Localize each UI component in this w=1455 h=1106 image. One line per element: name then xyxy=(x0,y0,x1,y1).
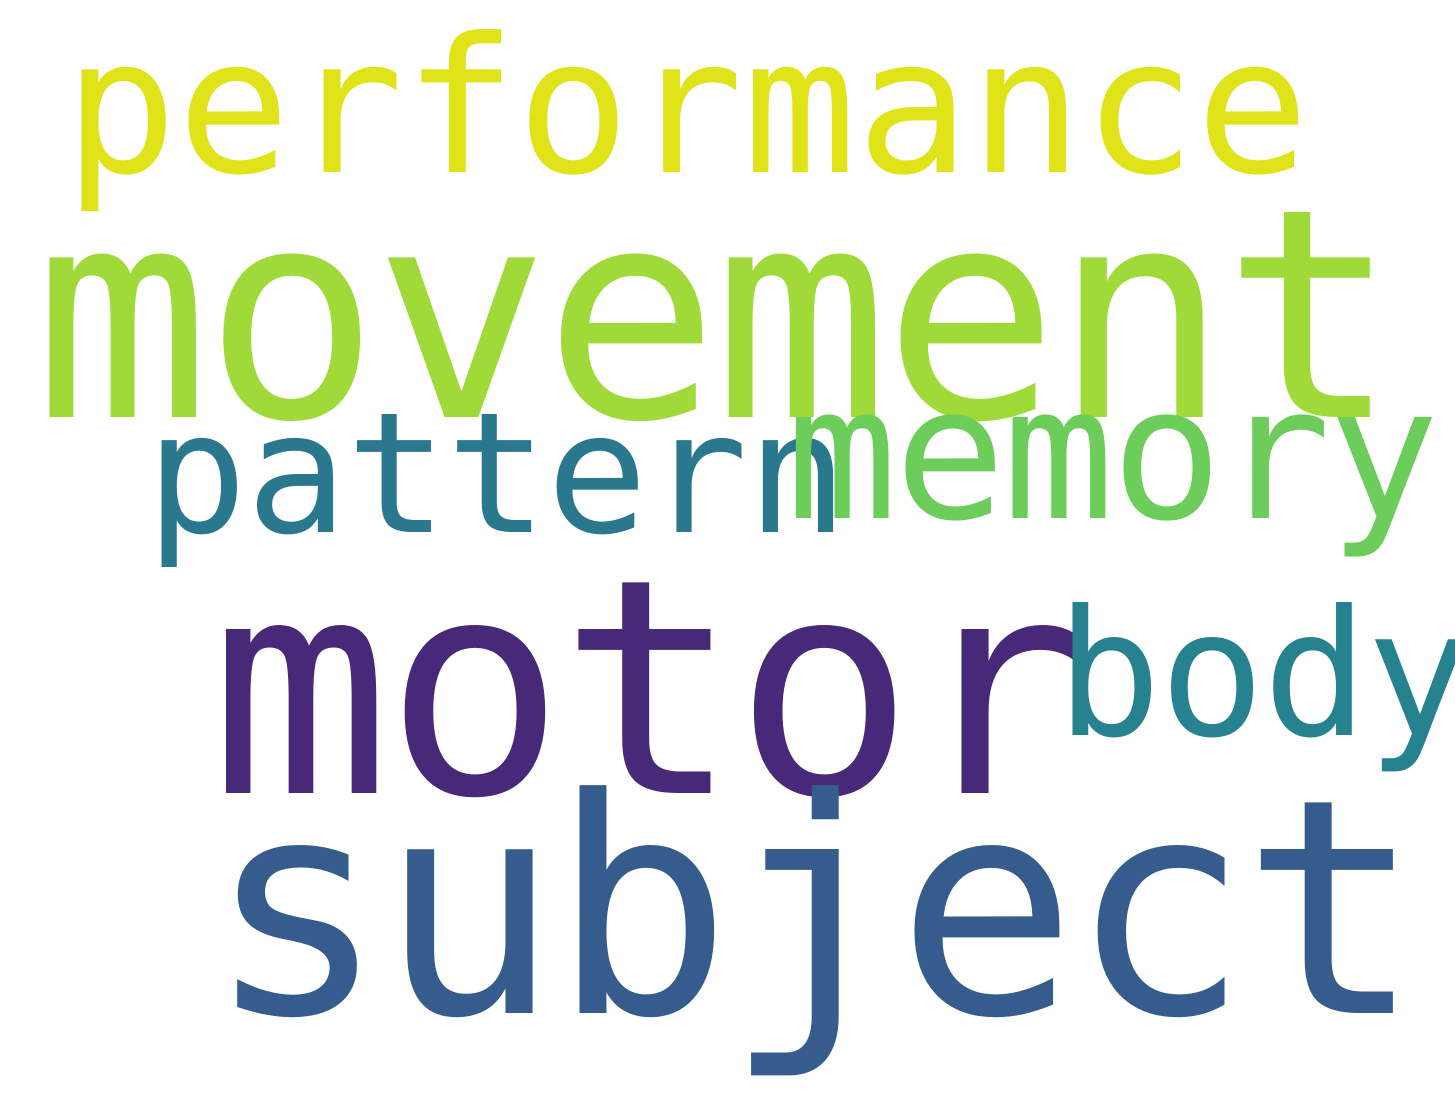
word-body: body xyxy=(1056,574,1455,777)
word-pattern: pattern xyxy=(146,376,848,572)
word-performance: performance xyxy=(64,0,1310,217)
word-movement: movement xyxy=(34,146,1398,486)
word-memory: memory xyxy=(786,346,1439,562)
word-subject: subject xyxy=(206,735,1422,1084)
word-motor: motor xyxy=(210,515,1089,864)
